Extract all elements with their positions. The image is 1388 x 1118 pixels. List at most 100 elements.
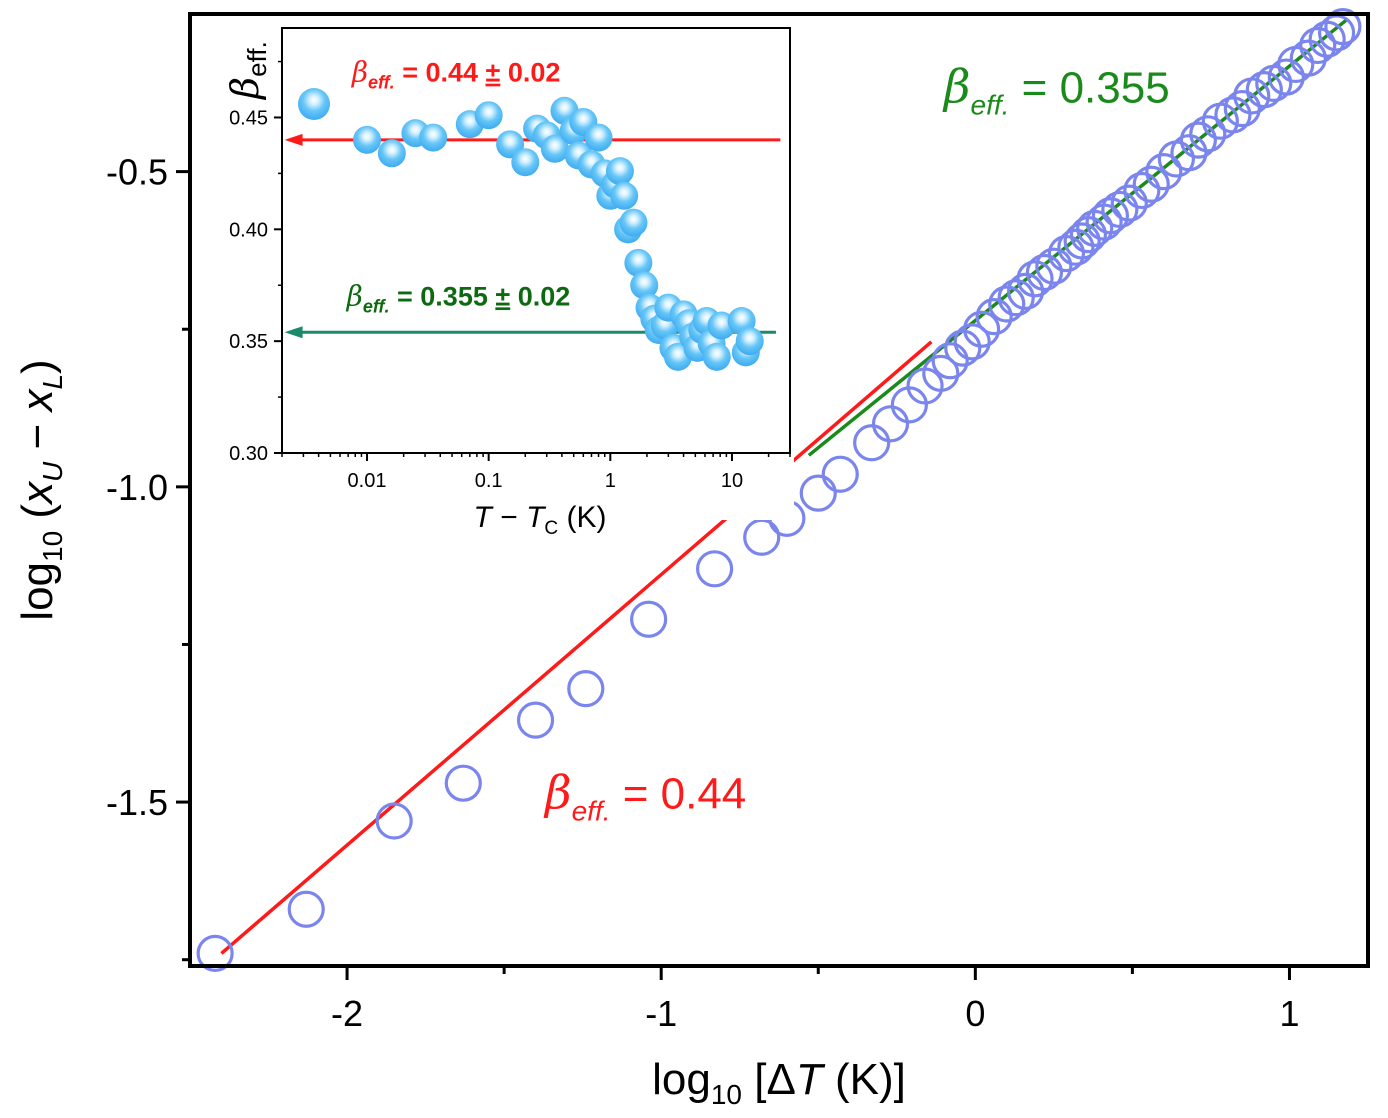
inset-data-point xyxy=(419,123,448,152)
main-data-point xyxy=(1057,228,1095,266)
inset-data-point xyxy=(619,208,648,237)
inset-annotation-1: βeff. = 0.355 ± 0.02 xyxy=(346,279,571,316)
inset-data-point xyxy=(624,248,653,277)
main-data-point xyxy=(630,600,668,638)
main-fit-line-0 xyxy=(220,340,933,955)
inset-data-point xyxy=(605,157,634,186)
inset-axis-ticks: 0.01 0.1 1 10 0.30 0.35 0.40 0.45 xyxy=(229,60,791,492)
inset-x-tick-label: 1 xyxy=(605,470,616,492)
main-data-point xyxy=(963,310,1001,348)
main-data-point xyxy=(1179,121,1217,159)
main-data-points xyxy=(196,8,1362,972)
inset-arrow-head-1 xyxy=(284,326,303,339)
inset-x-tick-label: 0.1 xyxy=(475,470,503,492)
main-fit-lines xyxy=(220,18,1348,955)
inset-y-tick-label: 0.45 xyxy=(229,107,268,129)
main-data-point xyxy=(953,323,991,361)
inset-data-point xyxy=(584,123,613,152)
inset-data-point xyxy=(702,342,731,371)
main-data-point xyxy=(1214,96,1252,134)
main-data-point xyxy=(743,518,781,556)
main-data-point xyxy=(997,279,1035,317)
main-data-point xyxy=(1245,71,1283,109)
main-annotations: βeff. = 0.44 βeff. = 0.355 xyxy=(543,59,1170,826)
main-data-point xyxy=(444,764,482,802)
main-data-point xyxy=(988,285,1026,323)
main-data-point xyxy=(516,701,555,739)
main-data-point xyxy=(1170,134,1208,172)
main-x-axis-label: log10 [ΔT (K)] xyxy=(652,1055,906,1110)
main-data-point xyxy=(1123,171,1161,210)
inset-y-axis-label: βeff. xyxy=(223,41,272,101)
main-y-tick-label: -1.0 xyxy=(106,467,168,508)
inset-data-point xyxy=(630,271,659,300)
inset-arrow-head-0 xyxy=(284,133,303,146)
main-plot-frame xyxy=(188,12,1370,968)
main-data-point xyxy=(196,934,234,972)
main-data-point xyxy=(696,550,734,588)
inset-plot-frame xyxy=(281,27,791,454)
main-data-point xyxy=(1016,260,1054,298)
main-fit-line-1 xyxy=(807,18,1348,457)
inset-x-axis-label: T − TC (K) xyxy=(474,501,607,539)
inset-legend xyxy=(298,88,330,120)
main-data-point xyxy=(944,329,982,367)
main-data-point xyxy=(1063,222,1101,260)
inset-y-tick-label: 0.40 xyxy=(229,219,268,241)
main-data-point xyxy=(821,455,859,493)
main-x-tick-label: -2 xyxy=(331,993,363,1034)
main-data-point xyxy=(375,802,413,840)
inset-data-points xyxy=(353,96,764,371)
main-data-point xyxy=(1101,190,1139,229)
main-data-point xyxy=(1324,8,1362,46)
main-data-point xyxy=(871,405,910,443)
main-annotation-0: βeff. = 0.44 xyxy=(543,765,746,826)
inset-legend-marker xyxy=(298,88,330,120)
main-data-point xyxy=(1317,14,1356,52)
main-data-point xyxy=(1267,58,1305,96)
inset-background xyxy=(200,20,794,520)
inset-data-point xyxy=(511,148,540,177)
main-data-point xyxy=(287,890,325,928)
main-data-point xyxy=(1223,89,1261,128)
main-x-tick-label: 1 xyxy=(1279,993,1299,1034)
main-data-point xyxy=(1091,197,1130,235)
inset-data-point xyxy=(377,139,406,168)
inset-y-tick-label: 0.30 xyxy=(229,443,268,465)
main-y-tick-label: -1.5 xyxy=(106,782,168,823)
main-data-point xyxy=(1006,272,1045,311)
inset-data-point xyxy=(540,134,569,163)
main-annotation-1: βeff. = 0.355 xyxy=(942,59,1170,120)
main-data-point xyxy=(931,342,969,380)
main-data-point xyxy=(1145,153,1183,191)
main-data-point xyxy=(853,424,891,462)
main-data-point xyxy=(1035,247,1073,285)
inset-annotation-0: βeff. = 0.44 ± 0.02 xyxy=(351,56,561,93)
main-x-tick-label: -1 xyxy=(645,993,677,1034)
main-data-point xyxy=(799,474,837,512)
inset-data-point xyxy=(735,327,764,356)
main-data-point xyxy=(1110,184,1148,222)
inset-data-point xyxy=(610,181,639,210)
main-data-point xyxy=(1299,26,1337,65)
main-data-point xyxy=(1132,165,1170,203)
inset-x-tick-label: 0.01 xyxy=(348,470,387,492)
main-axis-ticks: -2 -1 0 1 -1.5 -1.0 -0.5 xyxy=(106,152,1300,1034)
main-data-point xyxy=(567,669,605,708)
main-data-point xyxy=(922,354,960,392)
main-data-point xyxy=(975,298,1013,336)
main-y-tick-label: -0.5 xyxy=(106,152,168,193)
main-y-axis-label: log10 (xU − xL) xyxy=(13,359,68,620)
inset-chart: 0.01 0.1 1 10 0.30 0.35 0.40 0.45 βeff. = 0.44 … xyxy=(200,20,794,539)
main-data-point xyxy=(1025,253,1064,292)
inset-y-tick-label: 0.35 xyxy=(229,331,268,353)
inset-data-point xyxy=(474,101,503,130)
main-x-tick-label: 0 xyxy=(965,993,985,1034)
main-data-point xyxy=(1189,115,1227,153)
main-data-point xyxy=(1289,39,1327,77)
inset-annotations: βeff. = 0.44 ± 0.02 βeff. = 0.355 ± 0.02 xyxy=(346,56,571,317)
inset-x-tick-label: 10 xyxy=(721,470,743,492)
inset-data-point xyxy=(353,125,382,154)
